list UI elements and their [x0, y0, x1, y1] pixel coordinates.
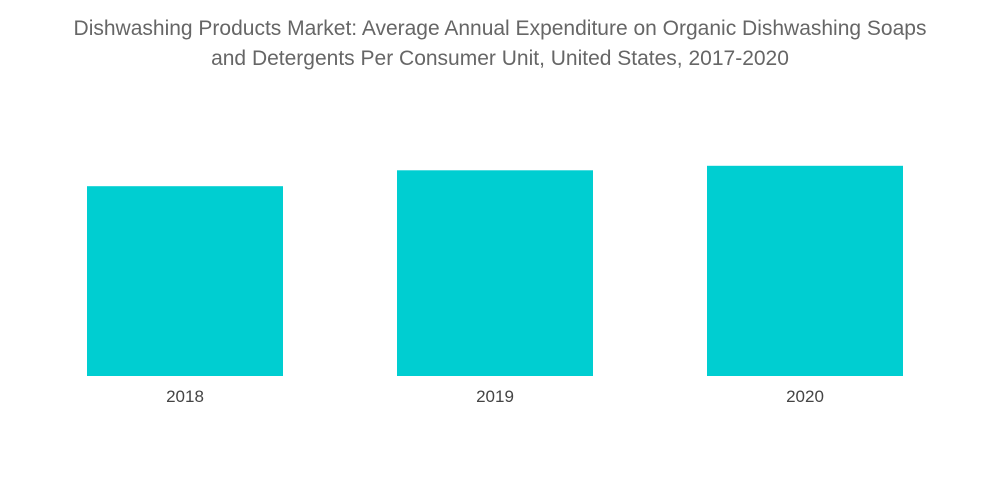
bar-2020 [707, 165, 903, 376]
chart-title-line-1: Dishwashing Products Market: Average Ann… [73, 17, 927, 40]
bars-layer [87, 165, 903, 376]
chart-title: Dishwashing Products Market: Average Ann… [0, 14, 1000, 74]
chart-title-line-2: and Detergents Per Consumer Unit, United… [211, 47, 789, 70]
x-tick-label-2019: 2019 [476, 387, 514, 406]
bar-2018 [87, 186, 283, 376]
x-tick-label-2018: 2018 [166, 387, 204, 406]
bar-2019 [397, 170, 593, 376]
x-tick-label-2020: 2020 [786, 387, 824, 406]
x-axis-tick-labels: 2018 2019 2020 [166, 387, 824, 406]
